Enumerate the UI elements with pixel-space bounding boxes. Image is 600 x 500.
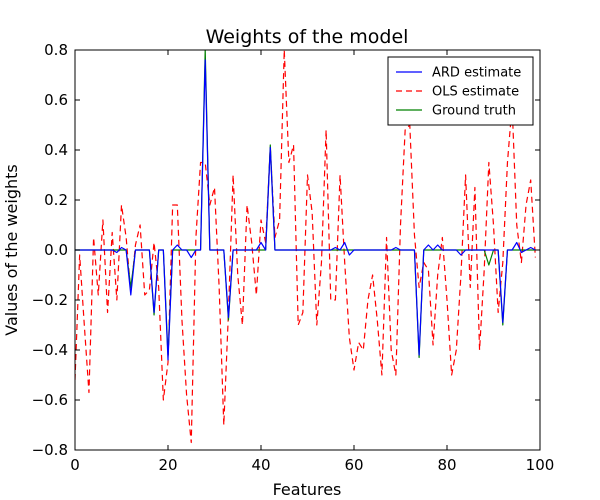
plot-frame	[74, 49, 541, 451]
y-tick-label: 0.2	[44, 191, 68, 209]
x-tick-label: 60	[344, 456, 363, 474]
y-tick-label: 0.8	[44, 41, 68, 59]
x-tick-label: 40	[251, 456, 270, 474]
chart-title: Weights of the model	[206, 26, 409, 48]
x-axis-title: Features	[273, 480, 342, 499]
legend: ARD estimate OLS estimate Ground truth	[387, 56, 534, 126]
y-axis-title: Values of the weights	[2, 164, 21, 336]
legend-label: OLS estimate	[432, 85, 519, 100]
y-tick-label: −0.6	[32, 391, 68, 409]
ticks-layer: 0 20 40 60 80 100 −0.8 −0.6 −0.4 −0.2 0.0 0.2 0.4 0.6…	[32, 41, 555, 474]
x-tick-label: 100	[526, 456, 555, 474]
series-layer	[75, 50, 536, 444]
series-line-ols-estimate	[75, 50, 536, 444]
y-tick-label: −0.4	[32, 341, 68, 359]
y-tick-label: −0.8	[32, 441, 68, 459]
x-tick-label: 0	[70, 456, 80, 474]
x-tick-label: 20	[158, 456, 177, 474]
y-tick-label: 0.4	[44, 141, 68, 159]
y-tick-label: −0.2	[32, 291, 68, 309]
y-tick-label: 0.0	[44, 241, 68, 259]
legend-label: ARD estimate	[432, 66, 521, 81]
series-line-ard-estimate	[75, 59, 536, 361]
legend-box	[387, 56, 534, 126]
x-tick-label: 80	[437, 456, 456, 474]
y-tick-label: 0.6	[44, 91, 68, 109]
legend-label: Ground truth	[432, 104, 516, 119]
